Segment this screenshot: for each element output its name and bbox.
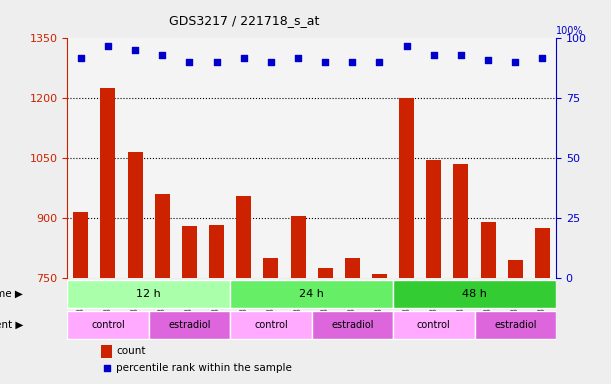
Text: GDS3217 / 221718_s_at: GDS3217 / 221718_s_at <box>169 14 320 27</box>
Text: estradiol: estradiol <box>168 320 211 330</box>
Bar <box>230 38 257 278</box>
Bar <box>291 216 306 278</box>
Bar <box>318 268 332 278</box>
FancyBboxPatch shape <box>148 311 230 339</box>
Bar <box>128 152 142 278</box>
FancyBboxPatch shape <box>67 280 230 308</box>
Point <box>402 43 412 49</box>
Point <box>510 59 520 65</box>
Bar <box>100 88 115 278</box>
FancyBboxPatch shape <box>393 280 556 308</box>
Bar <box>420 38 447 278</box>
Bar <box>475 38 502 278</box>
Text: control: control <box>254 320 288 330</box>
Point <box>293 55 303 61</box>
Bar <box>182 226 197 278</box>
Bar <box>399 98 414 278</box>
Point <box>429 52 439 58</box>
Point <box>266 59 276 65</box>
Text: time ▶: time ▶ <box>0 289 23 299</box>
Point <box>211 59 221 65</box>
Bar <box>535 228 550 278</box>
Text: control: control <box>417 320 451 330</box>
Text: estradiol: estradiol <box>331 320 373 330</box>
Bar <box>426 160 441 278</box>
Point <box>130 47 140 53</box>
Bar <box>73 212 88 278</box>
Point <box>320 59 330 65</box>
Bar <box>312 38 338 278</box>
Point <box>103 43 113 49</box>
Bar <box>345 258 360 278</box>
Text: estradiol: estradiol <box>494 320 536 330</box>
Bar <box>203 38 230 278</box>
Bar <box>508 260 523 278</box>
FancyBboxPatch shape <box>67 311 148 339</box>
Bar <box>393 38 420 278</box>
Point <box>538 55 547 61</box>
Bar <box>176 38 203 278</box>
Bar <box>285 38 312 278</box>
Bar <box>366 38 393 278</box>
Bar <box>372 274 387 278</box>
Point <box>185 59 194 65</box>
Bar <box>101 345 112 358</box>
FancyBboxPatch shape <box>475 311 556 339</box>
Bar <box>529 38 556 278</box>
FancyBboxPatch shape <box>230 311 312 339</box>
Point <box>158 52 167 58</box>
Bar <box>447 38 475 278</box>
Text: count: count <box>116 346 145 356</box>
Text: control: control <box>91 320 125 330</box>
Text: 100%: 100% <box>556 26 584 36</box>
Text: 12 h: 12 h <box>136 289 161 299</box>
FancyBboxPatch shape <box>312 311 393 339</box>
Bar <box>122 38 148 278</box>
Bar <box>257 38 285 278</box>
FancyBboxPatch shape <box>393 311 475 339</box>
FancyBboxPatch shape <box>230 280 393 308</box>
Bar <box>94 38 122 278</box>
Bar <box>155 194 170 278</box>
Bar <box>481 222 496 278</box>
Text: percentile rank within the sample: percentile rank within the sample <box>116 363 292 373</box>
Bar <box>263 258 279 278</box>
Bar <box>236 196 251 278</box>
Bar <box>338 38 366 278</box>
Text: 24 h: 24 h <box>299 289 324 299</box>
Point <box>456 52 466 58</box>
Bar <box>67 38 94 278</box>
Bar <box>148 38 176 278</box>
Bar <box>502 38 529 278</box>
Point <box>76 55 86 61</box>
Point <box>348 59 357 65</box>
Point <box>239 55 249 61</box>
Point <box>483 57 493 63</box>
Bar <box>209 225 224 278</box>
Point <box>375 59 384 65</box>
Text: 48 h: 48 h <box>462 289 487 299</box>
Text: agent ▶: agent ▶ <box>0 320 23 330</box>
Bar <box>453 164 469 278</box>
